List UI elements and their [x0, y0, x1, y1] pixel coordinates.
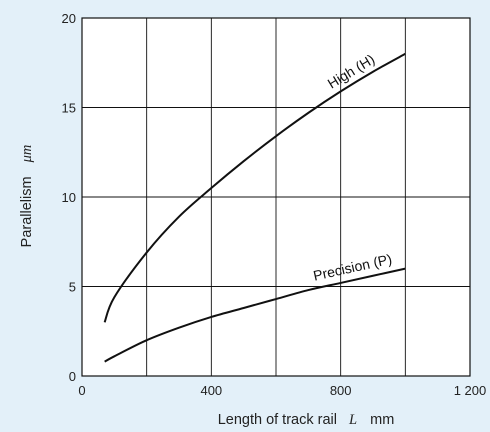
tick-labels: 0 400 800 1 200 0 5 10 15 20	[62, 11, 487, 398]
x-axis-title-text: Length of track rail	[218, 412, 337, 428]
y-axis-title-unit: μm	[19, 145, 35, 164]
series-line-high	[103, 52, 406, 323]
series-lines	[103, 52, 406, 363]
y-tick-label: 5	[69, 280, 76, 295]
y-tick-label: 20	[62, 11, 76, 26]
x-tick-label: 400	[200, 383, 222, 398]
x-axis-title-unit: mm	[370, 412, 394, 428]
y-tick-label: 0	[69, 369, 76, 384]
x-axis-title: Length of track rail L mm	[218, 412, 395, 428]
x-tick-label: 800	[330, 383, 352, 398]
plot-frame	[81, 17, 471, 377]
x-tick-label: 1 200	[454, 383, 487, 398]
grid-lines	[82, 18, 470, 376]
y-axis-title-text: Parallelism	[19, 176, 35, 247]
x-tick-label: 0	[78, 383, 85, 398]
y-axis-title: Parallelism μm	[19, 145, 35, 248]
series-line-precision	[104, 267, 406, 363]
y-tick-label: 10	[62, 190, 76, 205]
x-axis-title-symbol: L	[348, 412, 357, 428]
y-tick-label: 15	[62, 101, 76, 116]
